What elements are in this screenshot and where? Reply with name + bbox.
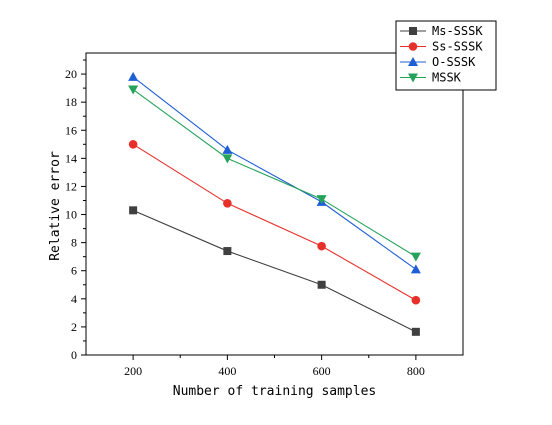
y-axis: 0 2 4 6 8 10 12 14 16 18 20 xyxy=(65,59,86,362)
y-tick-label: 16 xyxy=(65,123,77,137)
data-point-mssk xyxy=(316,195,327,205)
x-tick-label: 800 xyxy=(407,364,425,378)
data-point-mssk xyxy=(410,252,421,262)
y-tick-label: 4 xyxy=(71,292,77,306)
legend-marker-mssk xyxy=(408,73,418,83)
y-tick-label: 10 xyxy=(65,208,77,222)
legend-marker-ss-sssk xyxy=(408,42,418,51)
plot-frame xyxy=(85,52,464,356)
series-o-sssk xyxy=(128,71,421,274)
series-mssk xyxy=(128,85,421,262)
series-line-ss-sssk xyxy=(132,143,417,301)
series-line-mssk xyxy=(132,89,417,258)
y-tick-label: 0 xyxy=(71,348,77,362)
series-ss-sssk xyxy=(128,140,421,305)
y-tick-label: 8 xyxy=(71,236,77,250)
legend-marker-o-sssk xyxy=(408,57,418,66)
legend-label-o-sssk: O-SSSK xyxy=(432,55,476,69)
data-point-ss-sssk xyxy=(317,241,326,251)
series-line-o-sssk xyxy=(132,76,417,270)
legend-label-mssk: MSSK xyxy=(432,71,462,85)
y-tick-label: 18 xyxy=(65,95,77,109)
x-axis-title: Number of training samples xyxy=(173,384,377,399)
legend-marker-ms-sssk xyxy=(409,27,417,35)
data-point-ss-sssk xyxy=(411,295,421,305)
y-tick-label: 12 xyxy=(65,179,77,193)
legend-label-ss-sssk: Ss-SSSK xyxy=(432,40,483,54)
y-axis-title: Relative error xyxy=(48,151,63,261)
data-point-o-sssk xyxy=(410,264,421,274)
x-tick-label: 400 xyxy=(218,364,236,378)
x-tick-label: 200 xyxy=(124,364,142,378)
series-line-ms-sssk xyxy=(132,209,417,333)
y-tick-label: 20 xyxy=(65,67,77,81)
series-ms-sssk xyxy=(129,206,420,336)
data-point-ss-sssk xyxy=(223,198,232,208)
data-point-mssk xyxy=(128,85,139,95)
series-layer xyxy=(128,71,421,336)
data-point-ss-sssk xyxy=(128,140,138,149)
data-point-o-sssk xyxy=(222,144,233,154)
legend-label-ms-sssk: Ms-SSSK xyxy=(432,24,483,38)
data-point-ms-sssk xyxy=(129,206,138,215)
data-point-ms-sssk xyxy=(223,247,232,256)
x-axis: 200 400 600 800 xyxy=(124,355,425,378)
plot-border xyxy=(85,52,464,356)
x-tick-label: 600 xyxy=(313,364,331,378)
data-point-ms-sssk xyxy=(317,280,326,289)
data-point-mssk xyxy=(222,154,233,164)
data-point-o-sssk xyxy=(128,71,139,81)
data-point-ms-sssk xyxy=(411,327,420,336)
y-tick-label: 6 xyxy=(71,264,77,278)
y-tick-label: 14 xyxy=(65,151,77,165)
y-tick-label: 2 xyxy=(71,320,77,334)
